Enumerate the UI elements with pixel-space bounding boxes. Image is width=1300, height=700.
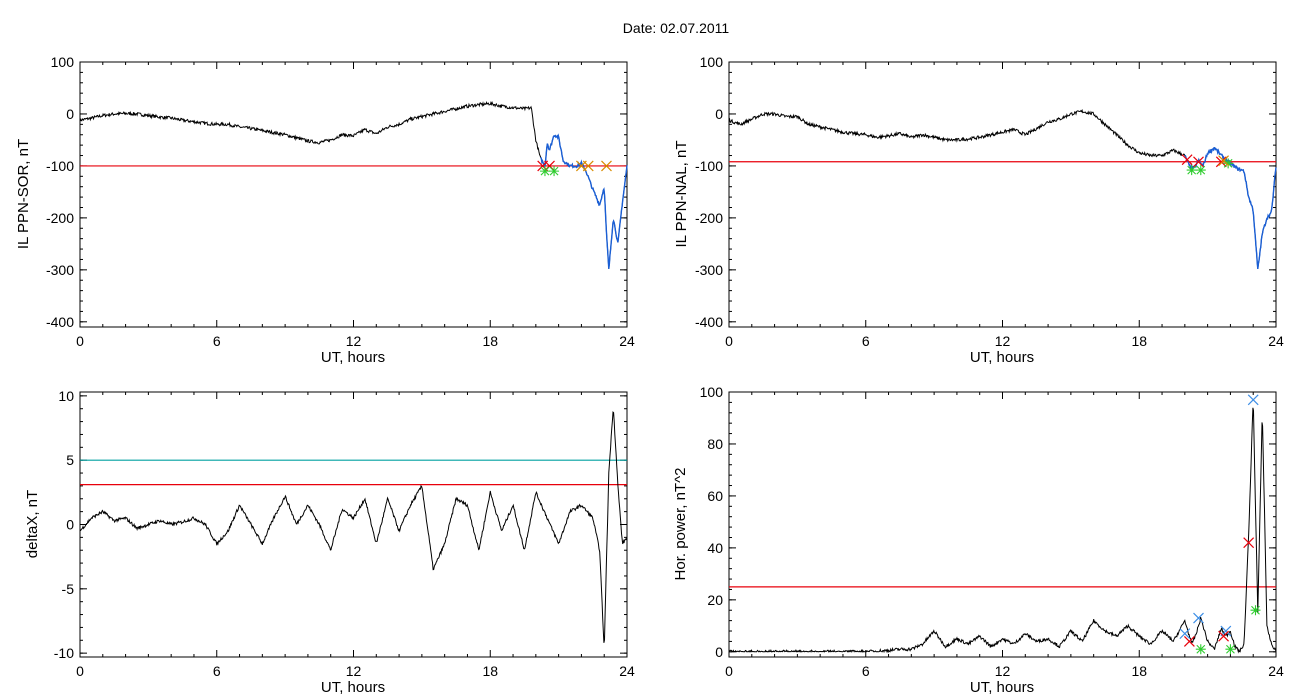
event-trace — [1184, 147, 1277, 269]
x-axis-label: UT, hours — [321, 349, 385, 366]
x-tick-label: 18 — [1131, 333, 1147, 349]
marker-asterisk — [549, 166, 560, 177]
marker-cross — [1243, 537, 1255, 549]
x-tick-label: 6 — [862, 663, 870, 679]
marker-cross — [1179, 628, 1191, 640]
x-axis-label: UT, hours — [321, 679, 385, 696]
y-tick-label: -400 — [695, 314, 723, 330]
marker-cross — [1193, 612, 1204, 624]
y-tick-label: -300 — [695, 262, 723, 278]
x-tick-label: 0 — [76, 333, 84, 349]
x-tick-label: 18 — [482, 663, 498, 679]
marker-asterisk — [539, 166, 550, 177]
y-axis-label: IL PPN-NAL, nT — [673, 141, 690, 248]
y-tick-label: -400 — [46, 314, 74, 330]
marker-asterisk — [1195, 165, 1206, 176]
x-tick-label: 24 — [1268, 663, 1284, 679]
y-tick-label: 100 — [51, 54, 75, 70]
plot-frame — [79, 61, 628, 328]
marker-asterisk — [1225, 644, 1236, 655]
x-tick-label: 12 — [995, 333, 1011, 349]
x-tick-label: 24 — [619, 333, 635, 349]
y-tick-label: -100 — [695, 158, 723, 174]
x-axis-label: UT, hours — [970, 349, 1034, 366]
y-tick-label: 40 — [707, 540, 723, 556]
y-tick-label: 60 — [707, 488, 723, 504]
marker-cross — [601, 160, 612, 172]
data-trace — [728, 407, 1277, 654]
y-axis-label: IL PPN-SOR, nT — [15, 139, 32, 249]
x-tick-label: 18 — [1131, 663, 1147, 679]
marker-cross — [1193, 156, 1204, 168]
y-tick-label: -200 — [695, 210, 723, 226]
x-tick-label: 12 — [346, 333, 362, 349]
x-tick-label: 0 — [725, 663, 733, 679]
y-tick-label: -100 — [46, 158, 74, 174]
x-tick-label: 12 — [995, 663, 1011, 679]
y-tick-label: 100 — [700, 384, 724, 400]
event-trace — [540, 133, 628, 269]
x-tick-label: 24 — [1268, 333, 1284, 349]
y-axis-label: Hor. power, nT^2 — [672, 468, 689, 581]
plot-content: 0 6 12 18 24 100 0 -100 -200 -300 -400 — [695, 54, 1284, 349]
plot-frame — [728, 391, 1277, 658]
marker-cross — [582, 160, 594, 172]
x-tick-label: 24 — [619, 663, 635, 679]
y-tick-label: 0 — [715, 644, 723, 660]
panel-deltax: 0 6 12 18 24 10 5 0 -5 -10 UT, hours deltaX, nT — [24, 388, 635, 696]
panel-il-ppn-sor: 0 6 12 18 24 100 0 -100 -200 -300 -400 UT, hours I… — [15, 54, 635, 366]
marker-cross — [1215, 156, 1227, 168]
x-tick-label: 6 — [862, 333, 870, 349]
marker-cross — [1218, 630, 1230, 642]
y-tick-label: 80 — [707, 436, 723, 452]
marker-cross — [1183, 635, 1195, 647]
y-tick-label: -5 — [62, 581, 75, 597]
marker-cross — [1247, 394, 1259, 406]
panel-il-ppn-nal: 0 6 12 18 24 100 0 -100 -200 -300 -400 UT, hours I… — [673, 54, 1284, 366]
y-axis-label: deltaX, nT — [24, 490, 41, 558]
y-tick-label: 100 — [700, 54, 724, 70]
marker-cross — [1181, 154, 1193, 166]
x-tick-label: 12 — [346, 663, 362, 679]
y-tick-label: -10 — [54, 645, 74, 661]
y-tick-label: -200 — [46, 210, 74, 226]
y-tick-label: 0 — [66, 106, 74, 122]
y-tick-label: 10 — [58, 388, 74, 404]
marker-cross — [1218, 155, 1230, 167]
marker-asterisk — [1186, 165, 1197, 176]
y-tick-label: 0 — [715, 106, 723, 122]
data-trace — [728, 108, 1277, 269]
y-tick-label: 0 — [66, 517, 74, 533]
x-tick-label: 6 — [213, 333, 221, 349]
data-trace — [79, 100, 628, 269]
marker-asterisk — [1195, 644, 1206, 655]
x-tick-label: 0 — [76, 663, 84, 679]
data-trace — [79, 411, 628, 643]
marker-asterisk — [1223, 158, 1234, 169]
plot-frame — [728, 61, 1277, 328]
plot-content: 0 6 12 18 24 10 5 0 -5 -10 — [54, 388, 635, 679]
date-title: Date: 02.07.2011 — [623, 20, 730, 36]
plot-content: 0 6 12 18 24 100 80 60 40 20 0 — [700, 384, 1284, 679]
x-tick-label: 0 — [725, 333, 733, 349]
y-tick-label: 20 — [707, 592, 723, 608]
x-tick-label: 6 — [213, 663, 221, 679]
panel-hor-power: 0 6 12 18 24 100 80 60 40 20 0 UT, hours Hor. powe… — [672, 384, 1284, 696]
y-tick-label: -300 — [46, 262, 74, 278]
x-axis-label: UT, hours — [970, 679, 1034, 696]
plot-content: 0 6 12 18 24 100 0 -100 -200 -300 -400 — [46, 54, 635, 349]
x-tick-label: 18 — [482, 333, 498, 349]
marker-asterisk — [1250, 605, 1261, 616]
y-tick-label: 5 — [66, 452, 74, 468]
plot-frame — [79, 391, 628, 658]
